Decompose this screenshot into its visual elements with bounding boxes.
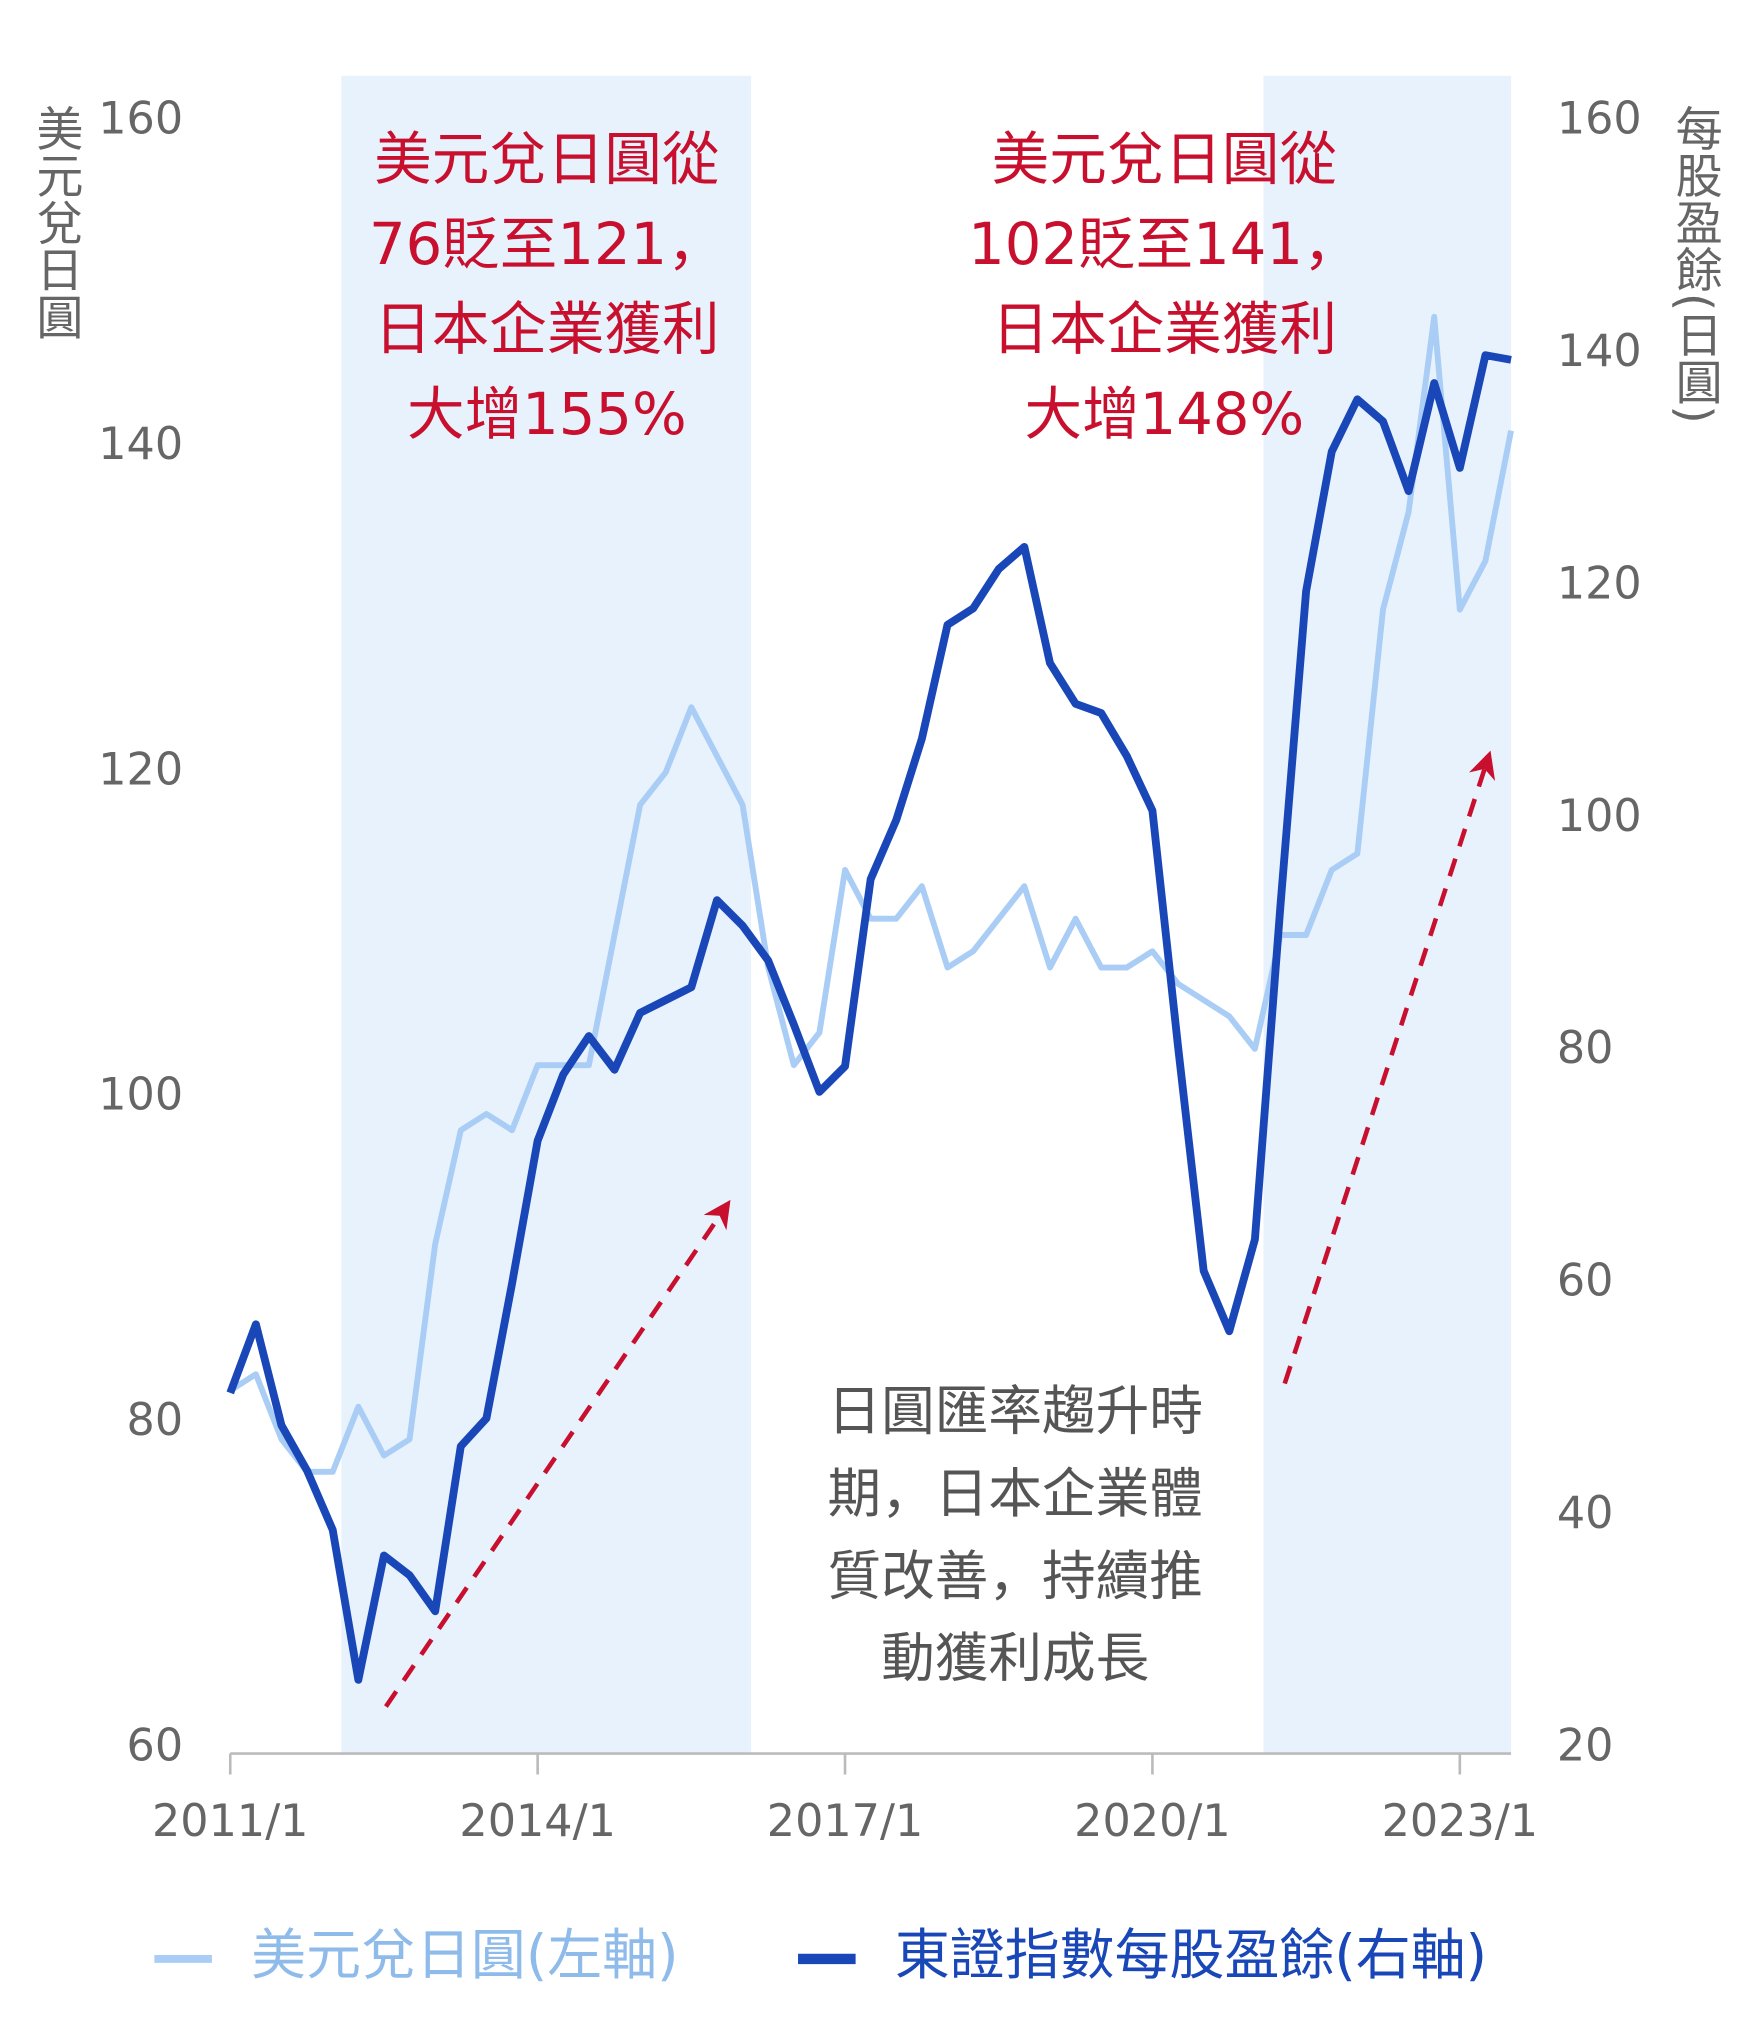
y2-tick-label: 20 [1557,1720,1614,1771]
annotation: 日本企業獲利 [374,296,719,363]
series-line [226,351,1512,1684]
x-tick-label: 2014/1 [459,1796,615,1847]
annotation: 大增148% [1025,381,1305,448]
series-line [228,313,1514,1475]
annotation: 102貶至141， [968,211,1360,278]
y-tick-label: 160 [98,94,183,145]
y-tick-label: 140 [98,419,183,470]
y2-tick-label: 160 [1557,94,1642,145]
arrow [1282,750,1496,1385]
annotation: 質改善，持續推 [828,1544,1203,1607]
annotation: 期，日本企業體 [828,1462,1203,1525]
x-tick-label: 2023/1 [1382,1796,1538,1847]
x-tick-label: 2011/1 [152,1796,308,1847]
y-tick-label: 60 [127,1720,184,1771]
legend-label: 美元兌日圓(左軸) [251,1923,678,1987]
annotation: 美元兌日圓從 [992,126,1337,193]
annotation: 動獲利成長 [881,1627,1149,1690]
legend-label: 東證指數每股盈餘(右軸) [895,1923,1487,1987]
annotation: 日本企業獲利 [992,296,1337,363]
y2-tick-label: 120 [1557,558,1642,609]
y-tick-label: 100 [98,1070,183,1121]
annotation: 日圓匯率趨升時 [828,1380,1203,1443]
annotation: 76貶至121， [369,211,725,278]
arrow [384,1199,731,1708]
x-tick-label: 2017/1 [767,1796,923,1847]
y2-axis-label: 每股盈餘(日圓) [1667,105,1722,424]
y2-tick-label: 100 [1557,791,1642,842]
x-tick-label: 2020/1 [1074,1796,1230,1847]
y2-tick-label: 140 [1557,326,1642,377]
y-tick-label: 80 [127,1395,184,1446]
highlight-period [1263,75,1512,1754]
y2-tick-label: 80 [1557,1023,1614,1074]
y-axis-label: 美元兌日圓 [27,105,82,340]
y2-tick-label: 60 [1557,1256,1614,1307]
highlight-period [341,75,752,1754]
annotation: 大增155% [407,381,687,448]
y2-tick-label: 40 [1557,1488,1614,1539]
y-tick-label: 120 [98,744,183,795]
annotation: 美元兌日圓從 [374,126,719,193]
